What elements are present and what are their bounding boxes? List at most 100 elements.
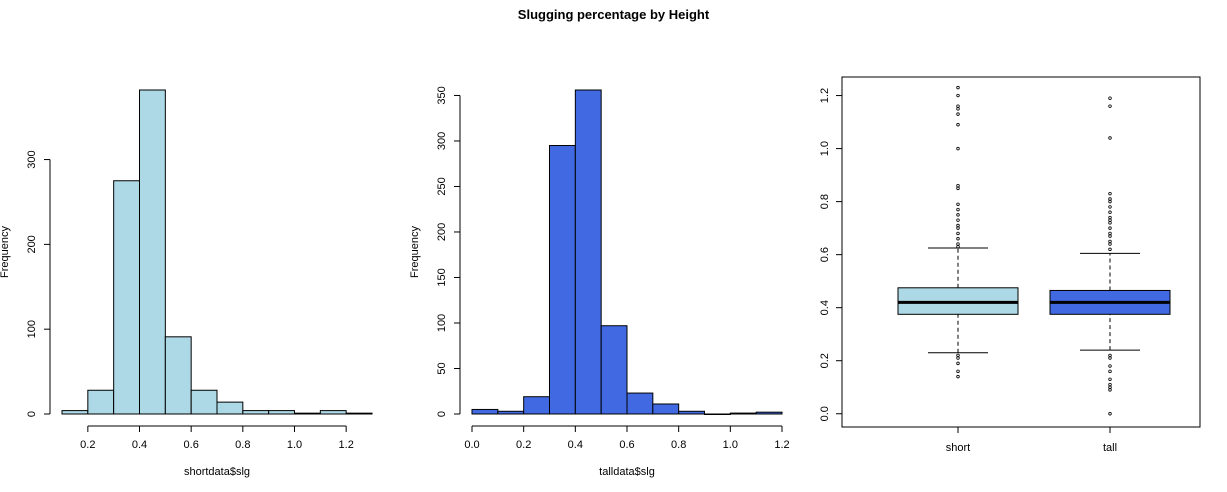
y-tick-label: 0 xyxy=(26,411,38,417)
hist-bar xyxy=(652,403,680,415)
x-tick-label: 0.6 xyxy=(619,439,634,451)
y-tick-label: 150 xyxy=(436,268,448,286)
x-tick-label: 0.4 xyxy=(132,439,147,451)
y-tick-label: 0 xyxy=(436,411,448,417)
outlier-point xyxy=(956,223,960,228)
outlier-point xyxy=(1108,364,1112,368)
outlier-point xyxy=(956,226,960,230)
outlier-point xyxy=(1108,191,1112,196)
outlier-point xyxy=(1108,104,1112,108)
outlier-point xyxy=(956,146,960,151)
y-tick-label: 1.2 xyxy=(819,88,831,103)
outlier-point xyxy=(956,356,960,360)
hist-bar xyxy=(704,413,731,415)
hist-bar xyxy=(139,89,166,415)
x-tick-label: 0.2 xyxy=(80,439,95,451)
y-tick-label: 200 xyxy=(436,223,448,241)
outlier-point xyxy=(1108,242,1112,246)
outlier-point xyxy=(1108,353,1112,358)
outlier-point xyxy=(956,104,960,108)
outlier-point xyxy=(1108,247,1112,252)
hist-bar xyxy=(61,410,89,415)
outlier-point xyxy=(1108,377,1112,381)
outlier-point xyxy=(1108,388,1112,392)
hist-bar xyxy=(294,412,321,415)
outlier-point xyxy=(1108,205,1112,209)
x-tick-label: 0.4 xyxy=(568,439,583,451)
x-tick-label: 1.0 xyxy=(287,439,302,451)
outlier-point xyxy=(956,353,960,358)
x-category-label: short xyxy=(946,442,970,454)
outlier-point xyxy=(956,107,960,111)
hist-bar xyxy=(164,336,192,415)
outlier-point xyxy=(956,207,960,212)
outlier-point xyxy=(956,237,960,241)
x-tick-label: 0.8 xyxy=(671,439,686,451)
outlier-point xyxy=(956,361,960,366)
hist-bar xyxy=(549,145,576,415)
y-tick-label: 300 xyxy=(26,150,38,168)
y-tick-label: 0.4 xyxy=(819,300,831,315)
x-tick-label: 0.0 xyxy=(464,439,479,451)
y-tick-label: 1.0 xyxy=(819,141,831,156)
hist-bar xyxy=(190,389,218,415)
y-axis-label: Frequency xyxy=(409,226,421,278)
x-axis-label: talldata$slg xyxy=(599,466,655,478)
outlier-point xyxy=(1108,96,1112,100)
outlier-point xyxy=(1108,218,1112,222)
hist-bar xyxy=(626,392,654,415)
hist-bar xyxy=(497,410,525,415)
outlier-point xyxy=(956,93,960,98)
y-tick-label: 0.8 xyxy=(819,194,831,209)
x-tick-label: 0.8 xyxy=(235,439,250,451)
hist-bar xyxy=(755,411,783,415)
outlier-point xyxy=(956,369,960,374)
outlier-point xyxy=(1108,239,1112,244)
hist-bar xyxy=(216,401,244,415)
hist-bar xyxy=(678,410,706,415)
y-tick-label: 0.6 xyxy=(819,247,831,262)
y-tick-label: 100 xyxy=(436,314,448,332)
y-tick-label: 0.0 xyxy=(819,406,831,421)
outlier-point xyxy=(956,374,960,379)
outlier-point xyxy=(1108,231,1112,236)
x-tick-label: 1.0 xyxy=(723,439,738,451)
outlier-point xyxy=(1108,221,1112,225)
y-tick-label: 100 xyxy=(26,320,38,338)
y-tick-label: 350 xyxy=(436,86,448,104)
hist-bar xyxy=(471,408,499,415)
x-tick-label: 1.2 xyxy=(774,439,789,451)
x-axis-label: shortdata$slg xyxy=(184,466,250,478)
hist-bar xyxy=(268,410,295,415)
outlier-point xyxy=(956,244,960,249)
y-tick-label: 300 xyxy=(436,132,448,150)
outlier-point xyxy=(1108,382,1112,387)
outlier-point xyxy=(956,184,960,188)
x-tick-label: 0.6 xyxy=(184,439,199,451)
outlier-point xyxy=(1108,226,1112,230)
outlier-point xyxy=(1108,385,1112,389)
outlier-point xyxy=(1108,210,1112,214)
hist-bar xyxy=(319,410,347,415)
plot-frame xyxy=(841,76,1201,428)
outlier-point xyxy=(956,242,960,246)
outlier-point xyxy=(1108,369,1112,374)
y-tick-label: 0.2 xyxy=(819,353,831,368)
hist-bar xyxy=(574,89,602,415)
outlier-point xyxy=(1108,197,1112,201)
outlier-point xyxy=(1108,234,1112,238)
outlier-point xyxy=(956,85,960,90)
x-tick-label: 1.2 xyxy=(339,439,354,451)
outlier-point xyxy=(956,213,960,217)
outlier-point xyxy=(1108,136,1112,140)
y-tick-label: 250 xyxy=(436,177,448,195)
main-title: Slugging percentage by Height xyxy=(517,7,710,22)
outlier-point xyxy=(1108,412,1112,416)
hist-bar xyxy=(729,412,757,415)
hist-bar xyxy=(345,412,373,415)
hist-bar xyxy=(87,389,115,415)
outlier-point xyxy=(956,231,960,236)
y-tick-label: 200 xyxy=(26,235,38,253)
